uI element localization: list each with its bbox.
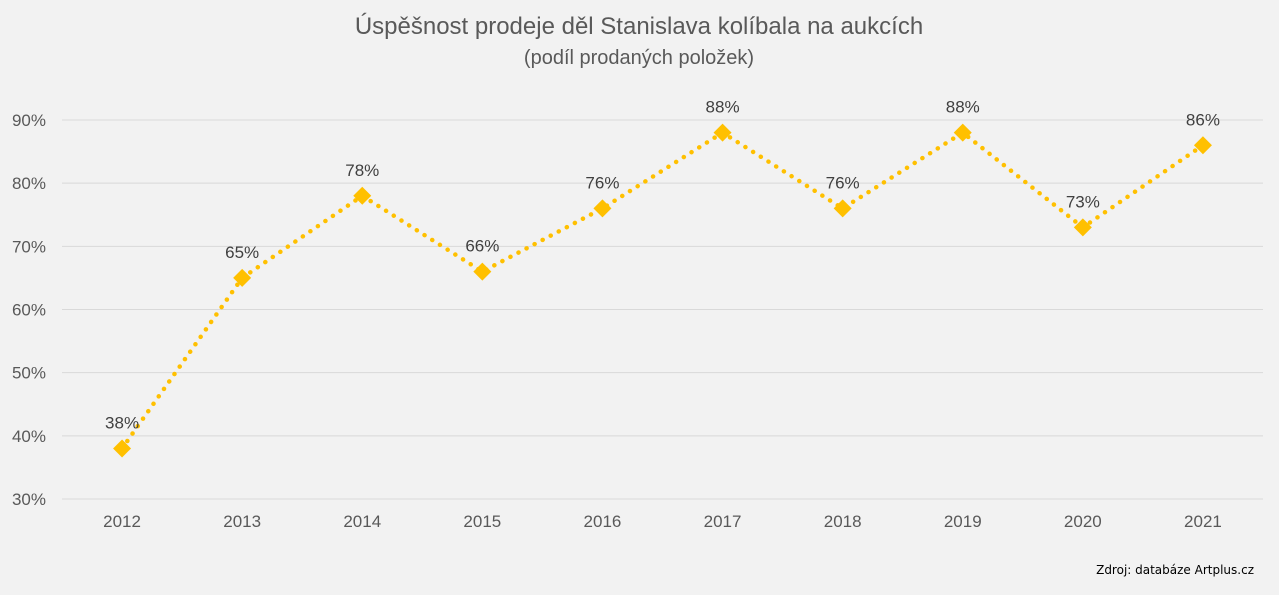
data-point-marker: [833, 199, 852, 218]
x-tick-label: 2016: [584, 512, 622, 531]
data-point-marker: [113, 439, 132, 458]
x-tick-label: 2019: [944, 512, 982, 531]
x-tick-label: 2015: [463, 512, 501, 531]
x-tick-label: 2012: [103, 512, 141, 531]
y-tick-label: 70%: [12, 237, 46, 256]
x-tick-label: 2021: [1184, 512, 1222, 531]
data-label: 76%: [585, 173, 619, 192]
chart-title: Úspěšnost prodeje děl Stanislava kolíbal…: [355, 13, 923, 40]
data-point-marker: [1193, 136, 1212, 155]
series-line: [119, 129, 1206, 451]
data-label: 78%: [345, 161, 379, 180]
data-label: 38%: [105, 413, 139, 432]
data-label: 76%: [826, 173, 860, 192]
data-point-marker: [1073, 218, 1092, 237]
x-tick-label: 2014: [343, 512, 381, 531]
x-tick-label: 2013: [223, 512, 261, 531]
data-label: 88%: [706, 98, 740, 117]
data-label: 66%: [465, 237, 499, 256]
y-tick-label: 30%: [12, 490, 46, 509]
data-point-marker: [953, 123, 972, 142]
data-label: 88%: [946, 98, 980, 117]
data-label: 65%: [225, 243, 259, 262]
source-note: Zdroj: databáze Artplus.cz: [1096, 563, 1254, 577]
data-label: 73%: [1066, 192, 1100, 211]
data-point-marker: [353, 186, 372, 205]
x-axis: 2012 2013 2014 2015 2016 2017 2018 2019 2020 2021: [103, 512, 1222, 531]
y-tick-label: 50%: [12, 364, 46, 383]
data-point-marker: [473, 262, 492, 281]
chart-subtitle: (podíl prodaných položek): [524, 47, 754, 69]
y-tick-label: 80%: [12, 174, 46, 193]
y-axis: 30% 40% 50% 60% 70% 80% 90%: [12, 111, 46, 509]
x-tick-label: 2017: [704, 512, 742, 531]
x-tick-label: 2020: [1064, 512, 1102, 531]
data-labels: 38% 65% 78% 66% 76% 88% 76% 88% 73% 86%: [105, 98, 1220, 433]
data-point-marker: [713, 123, 732, 142]
data-label: 86%: [1186, 110, 1220, 129]
y-tick-label: 60%: [12, 301, 46, 320]
series-sold-share: [113, 123, 1212, 458]
data-point-marker: [233, 268, 252, 287]
y-tick-label: 40%: [12, 427, 46, 446]
gridlines: [62, 119, 1263, 500]
y-tick-label: 90%: [12, 111, 46, 130]
data-point-marker: [593, 199, 612, 218]
x-tick-label: 2018: [824, 512, 862, 531]
